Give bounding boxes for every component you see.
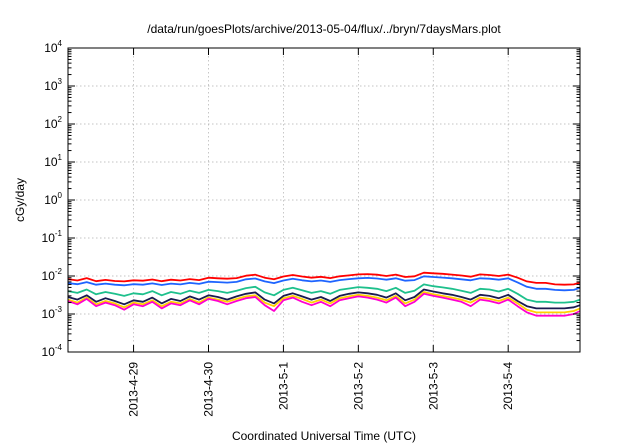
x-tick-label: 2013-4-30 — [201, 362, 215, 417]
y-tick-label: 10-2 — [42, 267, 63, 283]
series-line-3 — [67, 283, 581, 304]
y-tick-labels: 10-4 10-3 10-2 10-1 100 101 102 103 104 — [42, 39, 580, 359]
y-tick-label: 102 — [44, 115, 62, 131]
series-lines — [67, 271, 581, 317]
x-tick-label: 2013-5-3 — [426, 362, 440, 410]
y-tick-label: 10-1 — [42, 229, 63, 245]
grid-lines — [68, 48, 580, 352]
x-tick-label: 2013-4-29 — [127, 362, 141, 417]
y-tick-label: 100 — [44, 191, 62, 207]
y-axis-label: cGy/day — [13, 178, 27, 222]
y-tick-label: 103 — [44, 77, 62, 93]
y-tick-label: 10-3 — [42, 305, 63, 321]
x-tick-label: 2013-5-4 — [501, 362, 515, 410]
series-line-1 — [67, 271, 581, 286]
x-tick-labels: 2013-4-29 2013-4-30 2013-5-1 2013-5-2 2013-5… — [127, 48, 515, 417]
series-line-2 — [67, 275, 581, 292]
chart-title: /data/run/goesPlots/archive/2013-05-04/f… — [147, 22, 501, 36]
x-tick-label: 2013-5-1 — [276, 362, 290, 410]
x-axis-label: Coordinated Universal Time (UTC) — [232, 429, 416, 443]
y-tick-label: 101 — [44, 153, 62, 169]
series-line-6 — [67, 292, 581, 317]
x-tick-label: 2013-5-2 — [351, 362, 365, 410]
y-tick-label: 10-4 — [42, 343, 63, 359]
series-line-4 — [67, 288, 581, 310]
series-line-5 — [67, 291, 581, 314]
y-tick-label: 104 — [44, 39, 62, 55]
